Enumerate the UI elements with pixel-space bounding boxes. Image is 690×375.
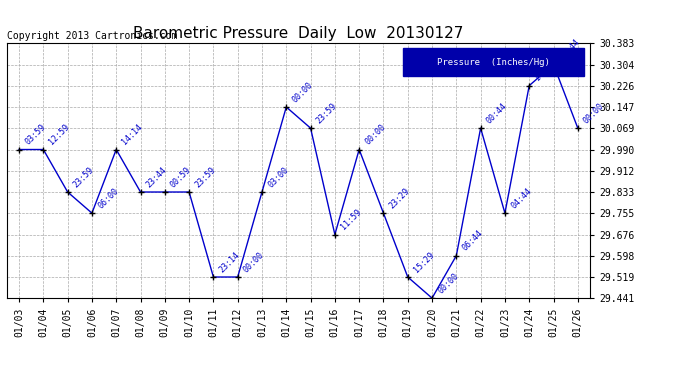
Text: Pressure  (Inches/Hg): Pressure (Inches/Hg)	[437, 58, 550, 67]
FancyBboxPatch shape	[404, 48, 584, 76]
Text: Copyright 2013 Cartronics.com: Copyright 2013 Cartronics.com	[7, 31, 177, 40]
Text: 00:44: 00:44	[485, 101, 509, 125]
Text: 11:59: 11:59	[339, 208, 363, 232]
Text: 04:44: 04:44	[509, 186, 533, 210]
Text: 00:00: 00:00	[582, 101, 606, 125]
Text: 23:59: 23:59	[72, 165, 96, 189]
Text: 00:00: 00:00	[364, 123, 387, 147]
Text: 23:29: 23:29	[388, 186, 412, 210]
Text: 03:00: 03:00	[266, 165, 290, 189]
Text: 14:14: 14:14	[120, 123, 144, 147]
Text: 15:29: 15:29	[412, 250, 436, 274]
Text: 12:59: 12:59	[48, 123, 72, 147]
Title: Barometric Pressure  Daily  Low  20130127: Barometric Pressure Daily Low 20130127	[133, 26, 464, 40]
Text: 14:29: 14:29	[533, 59, 558, 83]
Text: 00:00: 00:00	[436, 271, 460, 296]
Text: 23:59: 23:59	[315, 101, 339, 125]
Text: 00:00: 00:00	[242, 250, 266, 274]
Text: 06:00: 06:00	[96, 186, 120, 210]
Text: 00:00: 00:00	[290, 80, 315, 104]
Text: 03:59: 03:59	[23, 123, 47, 147]
Text: 00:59: 00:59	[169, 165, 193, 189]
Text: 23:44: 23:44	[145, 165, 169, 189]
Text: 00:44: 00:44	[558, 38, 582, 62]
Text: 06:44: 06:44	[460, 229, 484, 253]
Text: 23:14: 23:14	[217, 250, 241, 274]
Text: 23:59: 23:59	[193, 165, 217, 189]
